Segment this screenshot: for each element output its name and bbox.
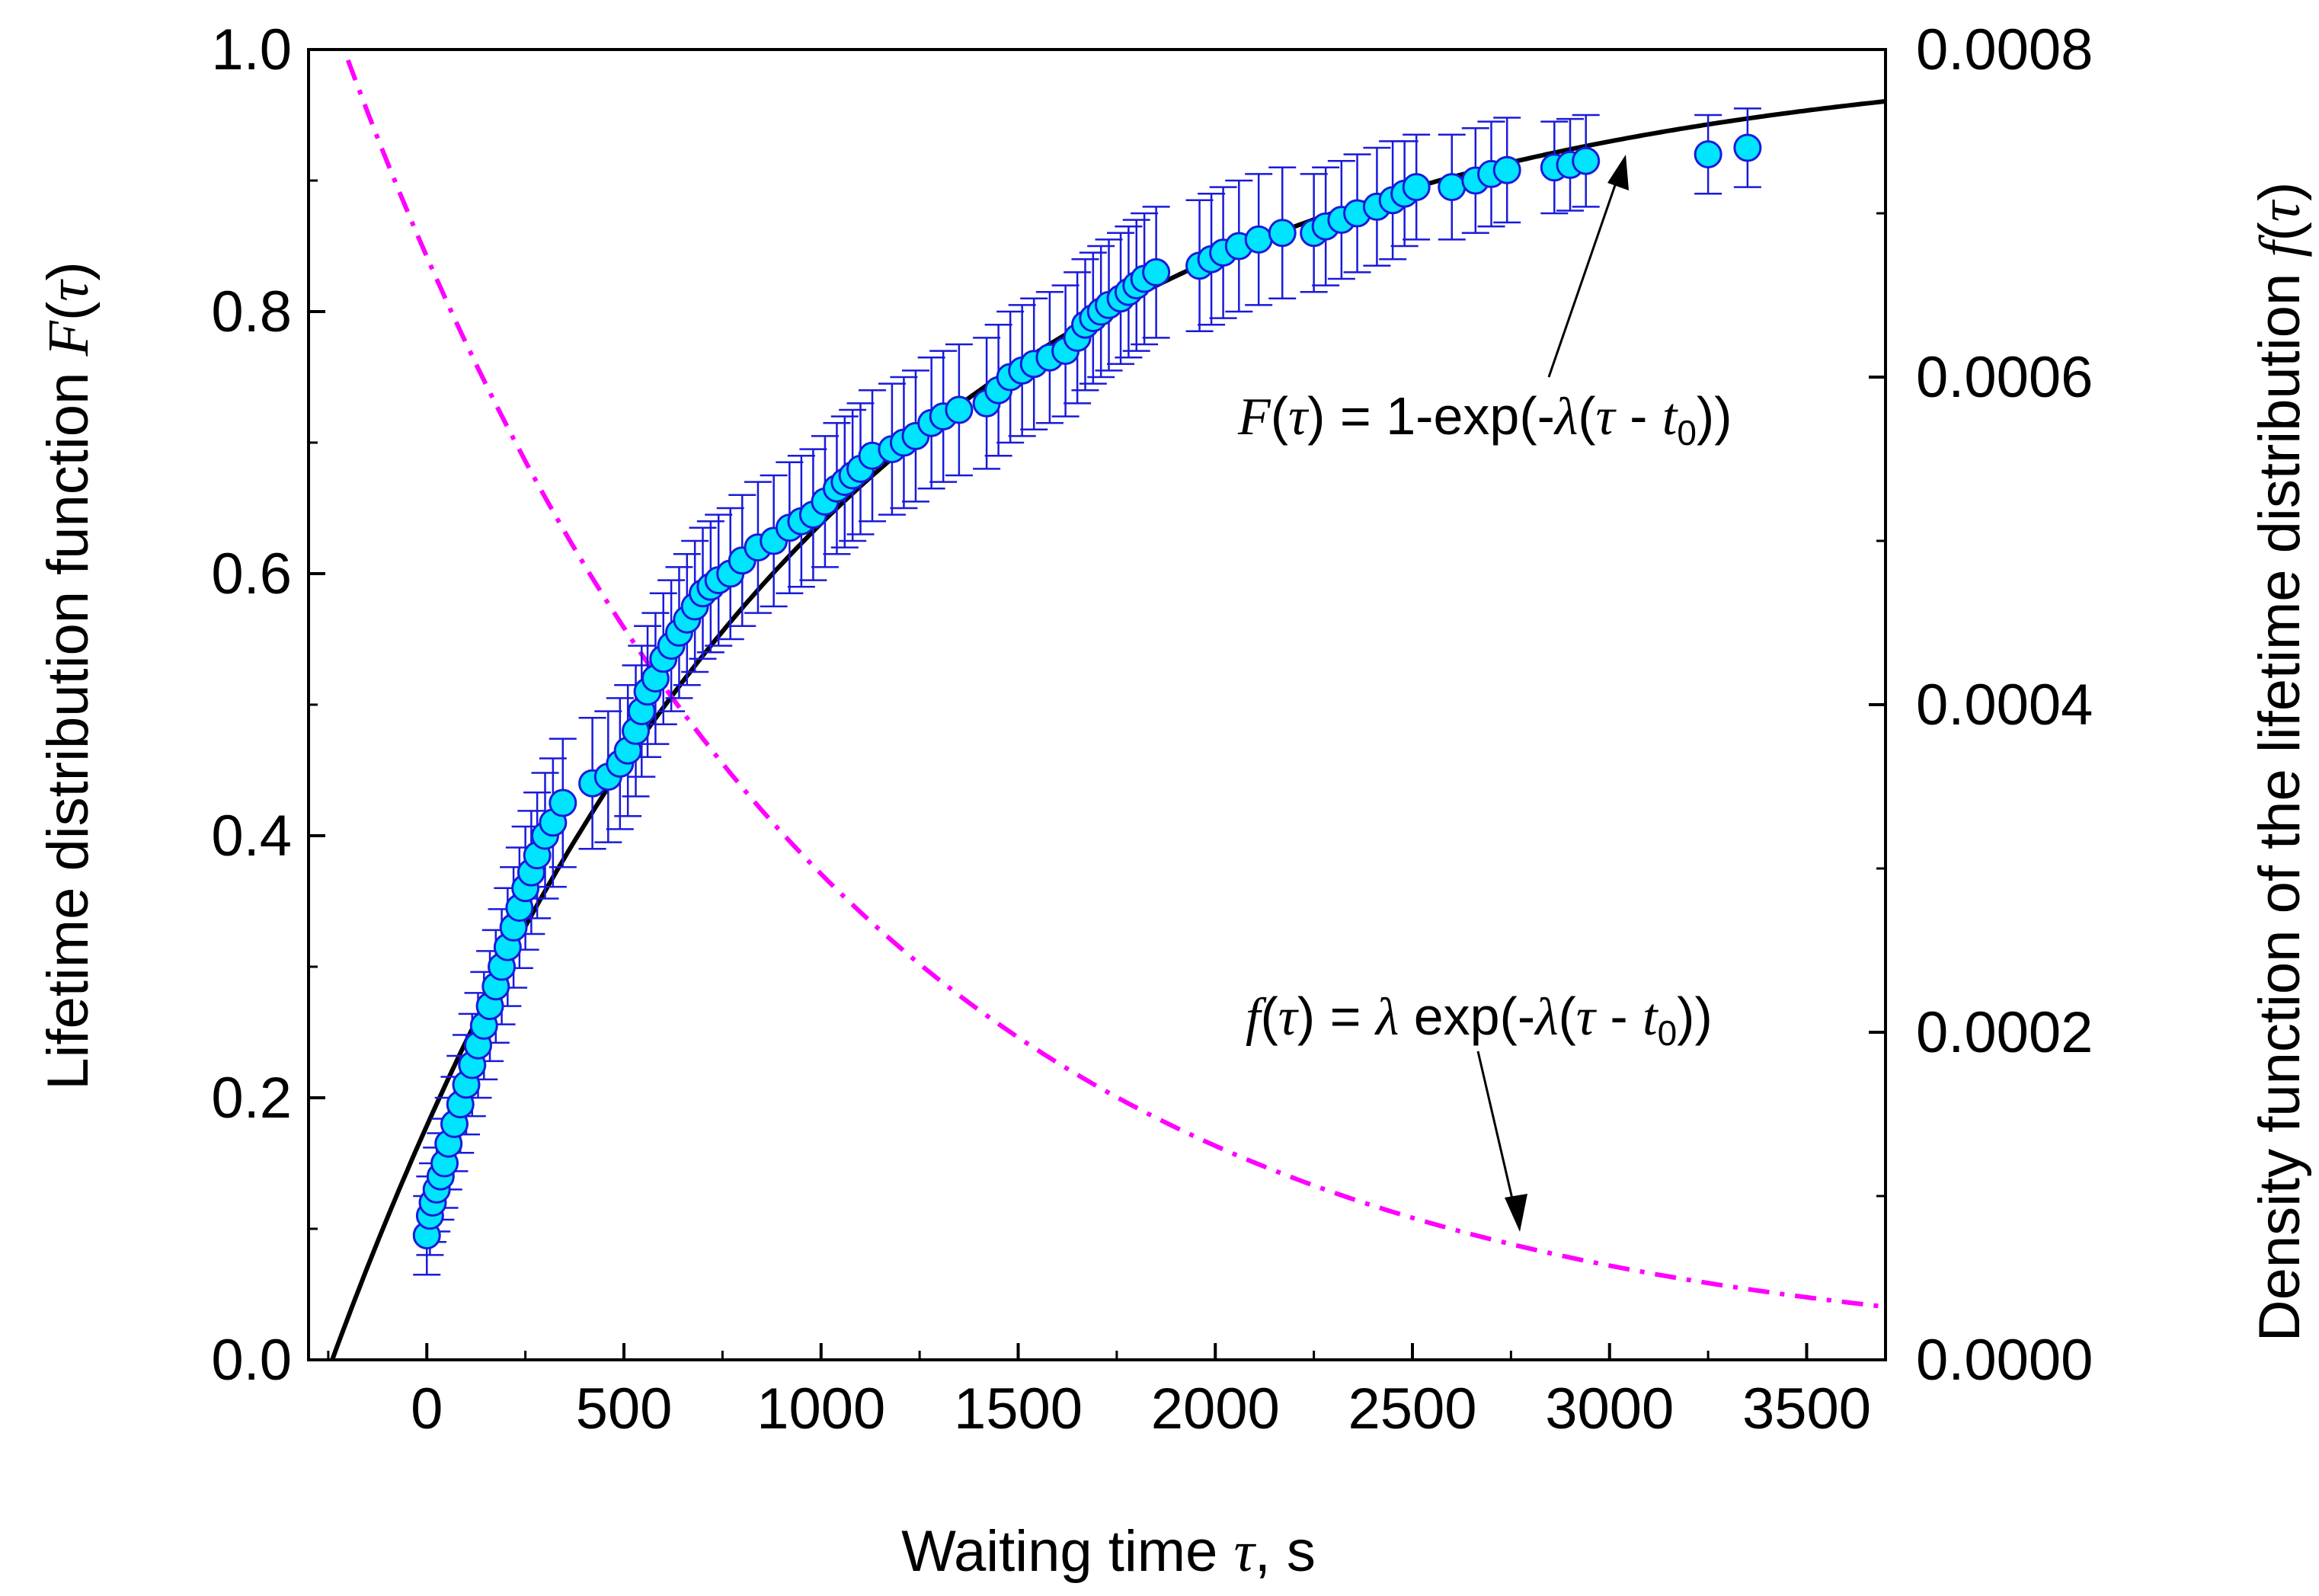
y-right-title-close: )	[2247, 182, 2312, 201]
y-right-title-open: (	[2247, 222, 2312, 241]
annotation-f-label: f(τ) = λ exp(-λ(τ - t0))	[1246, 987, 1713, 1053]
y-tick-label: 0.2	[211, 1066, 292, 1131]
data-points-layer	[412, 133, 1762, 1250]
data-point	[1694, 140, 1722, 169]
data-point	[1268, 219, 1297, 248]
y-tick-label: 0.6	[211, 542, 292, 606]
data-point	[1733, 133, 1762, 162]
x-tick-label: 3000	[1545, 1377, 1674, 1441]
y-tick-label: 0.4	[211, 804, 292, 868]
annotation-f-arrow-line	[1476, 1051, 1518, 1216]
data-point	[1142, 257, 1171, 286]
x-tick-label: 0	[411, 1377, 443, 1441]
data-point	[945, 395, 974, 424]
x-tick-label: 3500	[1742, 1377, 1871, 1441]
data-point	[1438, 173, 1467, 202]
y-axis-title-main: Lifetime distribution function	[36, 357, 101, 1090]
x-axis-title-main: Waiting time	[901, 1519, 1233, 1584]
y-right-tick-label: 0.0006	[1916, 345, 2093, 410]
x-tick-label: 2500	[1348, 1377, 1476, 1441]
y-right-tick-label: 0.0008	[1916, 18, 2093, 82]
x-tick-label: 1500	[954, 1377, 1083, 1441]
x-tick-label: 2000	[1151, 1377, 1280, 1441]
y-axis-title-close: )	[36, 261, 101, 280]
annotation-F-label: F(τ) = 1-exp(-λ(τ - t0))	[1237, 386, 1732, 453]
annotation-F-arrow-line	[1547, 167, 1623, 378]
data-point	[1244, 225, 1273, 254]
x-axis-title: Waiting time τ, s	[901, 1519, 1316, 1584]
y-axis-title-F: F	[37, 320, 101, 357]
density-curve-f	[345, 59, 1886, 1310]
y-right-tick-label: 0.0000	[1916, 1328, 2093, 1393]
tick-labels-layer: 0 500 1000 1500 2000 2500 3000 3500 0.0 0.2 0.4 0.6…	[211, 18, 2093, 1441]
data-point	[549, 788, 577, 817]
y-tick-label: 1.0	[211, 18, 292, 82]
y-right-title-tau: τ	[2248, 199, 2312, 222]
x-tick-label: 1000	[756, 1377, 885, 1441]
y-axis-title-tau: τ	[37, 279, 101, 302]
x-axis-title-unit: , s	[1255, 1519, 1316, 1584]
data-point	[1492, 155, 1521, 184]
y-right-tick-label: 0.0002	[1916, 1000, 2093, 1065]
y-tick-label: 0.8	[211, 280, 292, 344]
y-axis-title-left: Lifetime distribution function F(τ)	[36, 261, 101, 1089]
y-right-title-main: Density function of the lifetime distrib…	[2247, 257, 2312, 1342]
x-tick-label: 500	[576, 1377, 673, 1441]
data-point	[1572, 146, 1601, 175]
data-point	[1402, 173, 1431, 202]
annotation-f-arrowhead	[1505, 1194, 1527, 1232]
y-axis-title-open: (	[36, 302, 101, 321]
x-axis-title-tau: τ	[1233, 1520, 1256, 1584]
y-tick-label: 0.0	[211, 1328, 292, 1393]
ticks-layer	[309, 48, 1886, 1361]
annotation-F-arrowhead	[1607, 155, 1629, 190]
y-right-tick-label: 0.0004	[1916, 673, 2093, 737]
y-axis-title-right: Density function of the lifetime distrib…	[2247, 182, 2312, 1342]
